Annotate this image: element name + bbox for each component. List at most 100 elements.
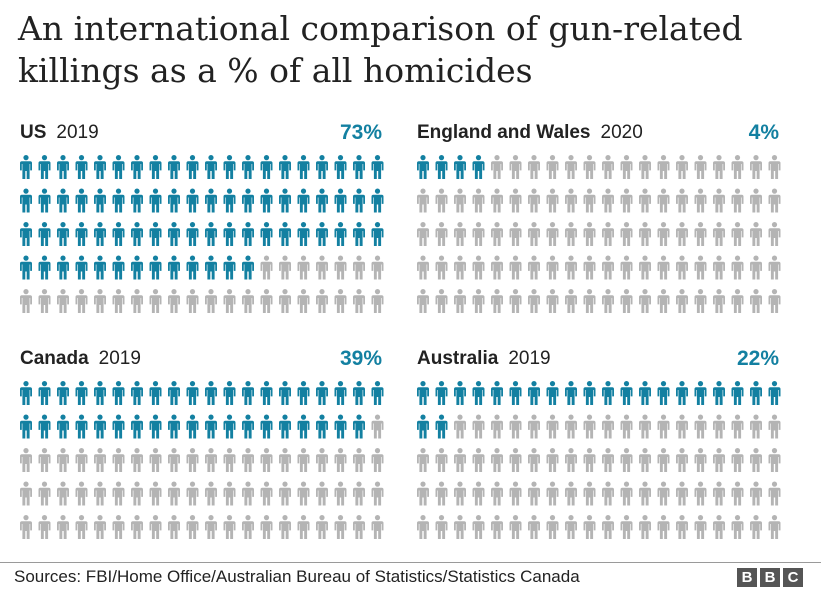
person-icon <box>491 222 503 246</box>
person-icon <box>583 188 596 213</box>
pictogram-grid <box>20 381 384 539</box>
person-icon <box>260 515 273 539</box>
person-icon <box>112 381 125 405</box>
person-icon <box>75 188 88 213</box>
person-icon <box>168 289 180 313</box>
person-icon <box>57 448 69 472</box>
person-icon <box>223 381 236 405</box>
pictogram-grid <box>417 155 781 313</box>
person-icon <box>57 515 69 539</box>
person-icon <box>242 515 254 539</box>
person-icon <box>168 381 180 405</box>
person-icon <box>435 448 448 472</box>
person-icon <box>20 515 32 539</box>
person-icon <box>149 515 162 539</box>
person-icon <box>371 481 384 506</box>
person-icon <box>20 255 32 280</box>
panel-england-and-wales: England and Wales 2020 4% <box>417 118 781 313</box>
person-icon <box>260 414 273 439</box>
person-icon <box>131 481 143 506</box>
person-icon <box>112 155 125 179</box>
person-icon <box>353 448 365 472</box>
person-icon <box>694 414 707 439</box>
person-icon <box>750 448 762 472</box>
person-icon <box>57 289 69 313</box>
person-icon <box>528 515 540 539</box>
person-icon <box>768 255 781 280</box>
person-icon <box>242 222 254 246</box>
person-icon <box>676 414 688 439</box>
percent-label: 4% <box>748 121 779 144</box>
person-icon <box>297 481 310 506</box>
person-icon <box>316 289 328 313</box>
person-icon <box>223 481 236 506</box>
person-icon <box>509 222 522 246</box>
person-icon <box>316 481 328 506</box>
person-icon <box>731 414 744 439</box>
person-icon <box>731 188 744 213</box>
person-icon <box>565 255 577 280</box>
person-icon <box>20 448 32 472</box>
person-icon <box>205 381 217 405</box>
person-icon <box>260 481 273 506</box>
percent-label: 22% <box>736 347 779 370</box>
person-icon <box>297 155 310 179</box>
chart-title: An international comparison of gun-relat… <box>18 9 743 90</box>
person-icon <box>620 255 633 280</box>
person-icon <box>639 255 651 280</box>
person-icon <box>417 448 429 472</box>
person-icon <box>509 381 522 405</box>
panel-header: US 2019 73% <box>20 118 382 148</box>
person-icon <box>676 155 688 179</box>
person-icon <box>528 448 540 472</box>
person-icon <box>371 381 384 405</box>
person-icon <box>565 381 577 405</box>
person-icon <box>149 414 162 439</box>
person-icon <box>454 448 466 472</box>
person-icon <box>149 188 162 213</box>
person-icon <box>768 381 781 405</box>
person-icon <box>768 448 781 472</box>
person-icon <box>149 289 162 313</box>
person-icon <box>546 255 559 280</box>
person-icon <box>713 188 725 213</box>
person-icon <box>417 381 429 405</box>
person-icon <box>112 448 125 472</box>
person-icon <box>168 481 180 506</box>
person-icon <box>528 414 540 439</box>
person-icon <box>94 481 106 506</box>
person-icon <box>731 155 744 179</box>
person-icon <box>750 188 762 213</box>
person-icon <box>472 255 485 280</box>
person-icon <box>57 414 69 439</box>
person-icon <box>334 222 347 246</box>
person-icon <box>731 448 744 472</box>
person-icon <box>371 289 384 313</box>
person-icon <box>38 255 51 280</box>
person-icon <box>297 222 310 246</box>
person-icon <box>38 414 51 439</box>
person-icon <box>131 515 143 539</box>
person-icon <box>94 381 106 405</box>
person-icon <box>112 289 125 313</box>
person-icon <box>750 414 762 439</box>
person-icon <box>20 188 32 213</box>
person-icon <box>454 188 466 213</box>
panel-header: Australia 2019 22% <box>417 344 779 374</box>
person-icon <box>353 188 365 213</box>
person-icon <box>731 515 744 539</box>
person-icon <box>639 381 651 405</box>
person-icon <box>750 289 762 313</box>
person-icon <box>168 515 180 539</box>
person-icon <box>38 222 51 246</box>
person-icon <box>186 381 199 405</box>
person-icon <box>75 515 88 539</box>
person-icon <box>149 222 162 246</box>
person-icon <box>334 381 347 405</box>
person-icon <box>639 448 651 472</box>
person-icon <box>546 222 559 246</box>
person-icon <box>509 515 522 539</box>
person-icon <box>546 448 559 472</box>
person-icon <box>491 414 503 439</box>
person-icon <box>223 255 236 280</box>
